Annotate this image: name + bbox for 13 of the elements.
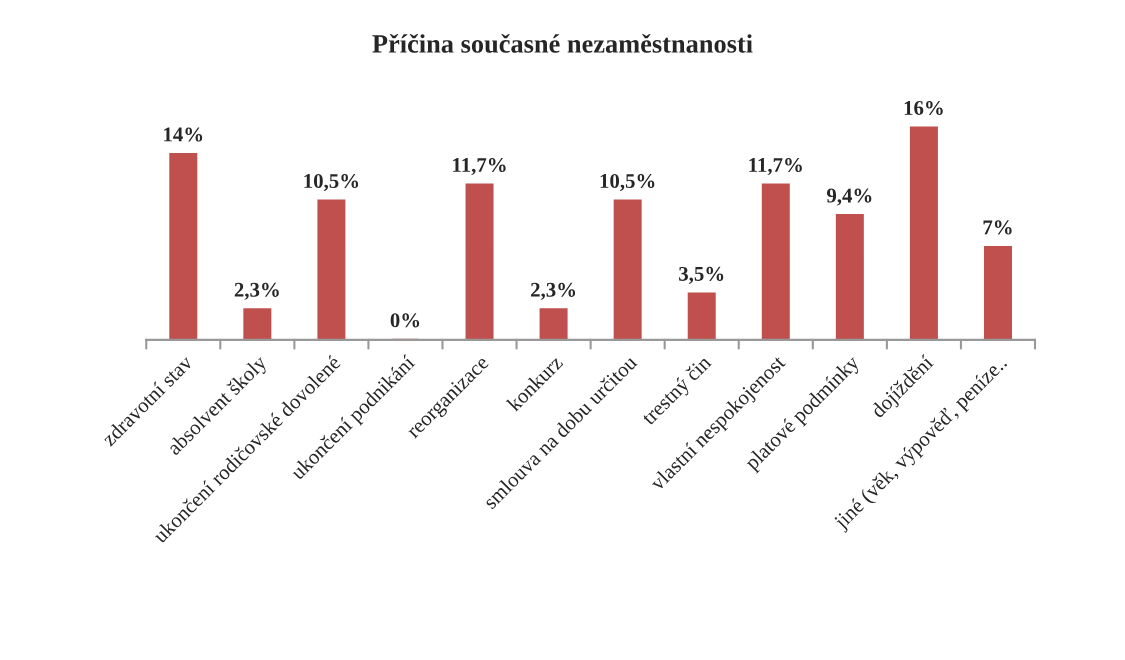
chart-title: Příčina současné nezaměstnanosti: [372, 33, 753, 53]
data-label: 14%: [164, 127, 203, 142]
data-label: 7%: [983, 220, 1012, 235]
data-label: 9,4%: [826, 188, 872, 206]
data-label: 16%: [904, 100, 943, 116]
data-label: 10,5%: [304, 173, 359, 191]
data-label: 10,5%: [600, 173, 655, 191]
data-label: 0%: [390, 313, 420, 328]
data-label: 2,3%: [234, 282, 279, 300]
data-label: 11,7%: [453, 158, 506, 176]
data-label: 3,5%: [679, 266, 724, 284]
data-label: 2,3%: [531, 282, 576, 300]
data-label: 11,7%: [749, 158, 802, 176]
